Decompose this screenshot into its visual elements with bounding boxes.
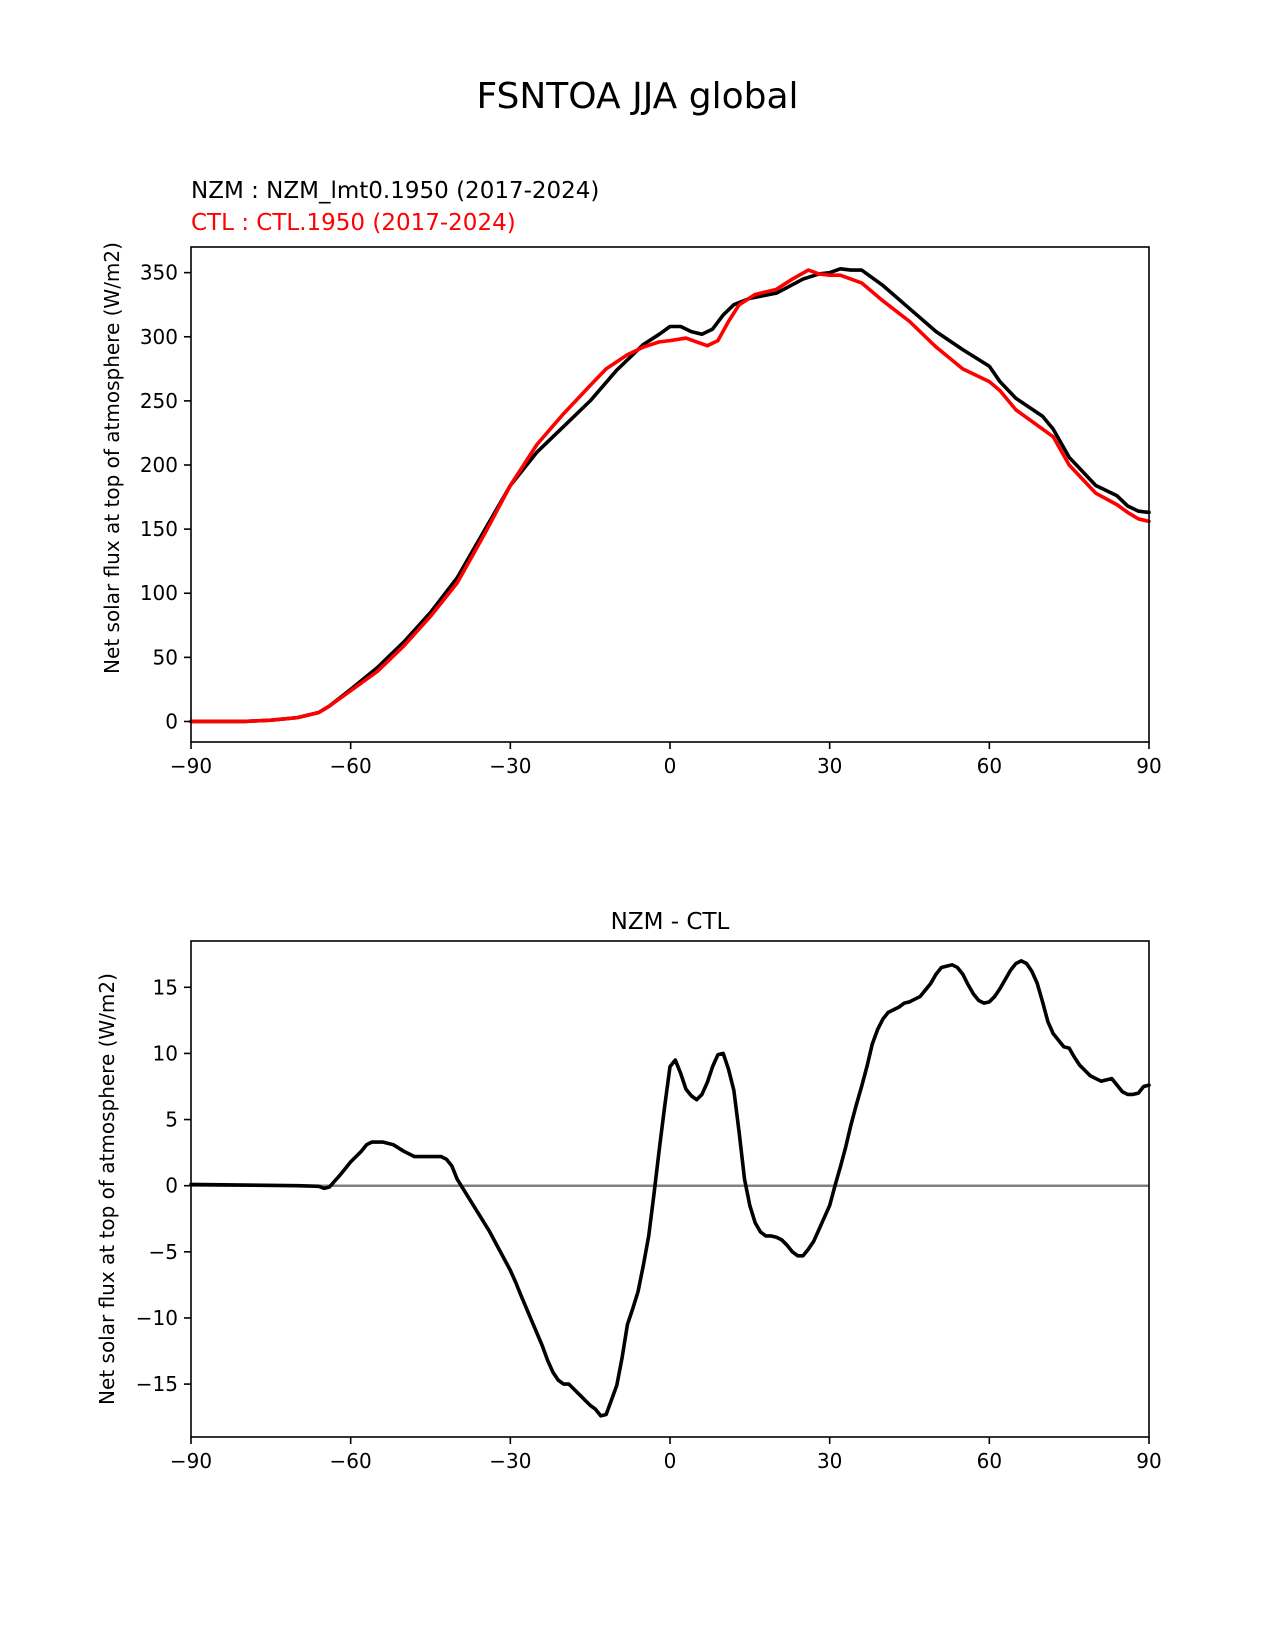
top-panel-plot: NZM : NZM_lmt0.1950 (2017-2024) CTL : CT… xyxy=(100,178,1162,778)
y-axis-label: Net solar flux at top of atmosphere (W/m… xyxy=(100,242,124,674)
y-tick-label: 150 xyxy=(140,517,178,541)
tick-layer: −90 −60 −30 0 30 60 90 0 50 100 150 200 250 300 350 xyxy=(140,261,1162,778)
y-tick-label: 300 xyxy=(140,325,178,349)
x-tick-label: 30 xyxy=(817,1449,842,1473)
series-layer xyxy=(189,267,1151,724)
series-line-nzm xyxy=(189,267,1151,724)
y-tick-label: 5 xyxy=(165,1108,178,1132)
plot-frame xyxy=(190,940,1150,1438)
y-tick-label: 15 xyxy=(153,975,178,999)
title-line-nzm: NZM : NZM_lmt0.1950 (2017-2024) xyxy=(191,178,599,204)
x-tick-label: −60 xyxy=(330,754,372,778)
x-tick-label: 0 xyxy=(664,754,677,778)
x-tick-label: 90 xyxy=(1136,754,1161,778)
bottom-panel-plot: NZM - CTL Net solar flux at top of atmos… xyxy=(95,909,1162,1473)
figure-title: FSNTOA JJA global xyxy=(476,76,798,117)
y-tick-label: 100 xyxy=(140,581,178,605)
y-tick-label: 0 xyxy=(165,709,178,733)
tick-layer: −90 −60 −30 0 30 60 90 −15 −10 −5 0 5 10 15 xyxy=(136,975,1162,1473)
x-tick-label: −90 xyxy=(170,754,212,778)
y-tick-label: −15 xyxy=(136,1372,178,1396)
x-tick-label: −30 xyxy=(489,754,531,778)
series-layer xyxy=(189,959,1151,1418)
x-tick-label: −60 xyxy=(330,1449,372,1473)
x-tick-label: 90 xyxy=(1136,1449,1161,1473)
y-tick-label: 200 xyxy=(140,453,178,477)
x-tick-label: 60 xyxy=(977,1449,1002,1473)
title-line-ctl: CTL : CTL.1950 (2017-2024) xyxy=(191,210,516,236)
y-tick-label: 10 xyxy=(153,1041,178,1065)
x-tick-label: 60 xyxy=(977,754,1002,778)
series-line-ctl xyxy=(189,268,1151,724)
y-tick-label: −5 xyxy=(149,1240,178,1264)
y-tick-label: 250 xyxy=(140,389,178,413)
y-axis-label: Net solar flux at top of atmosphere (W/m… xyxy=(95,973,119,1405)
y-tick-label: 350 xyxy=(140,261,178,285)
series-line-nzm-ctl xyxy=(189,959,1151,1418)
y-tick-label: 50 xyxy=(153,645,178,669)
x-tick-label: −30 xyxy=(489,1449,531,1473)
x-tick-label: −90 xyxy=(170,1449,212,1473)
plot-frame xyxy=(190,246,1150,743)
x-tick-label: 30 xyxy=(817,754,842,778)
x-tick-label: 0 xyxy=(664,1449,677,1473)
y-tick-label: 0 xyxy=(165,1174,178,1198)
difference-title: NZM - CTL xyxy=(611,909,730,935)
y-tick-label: −10 xyxy=(136,1306,178,1330)
